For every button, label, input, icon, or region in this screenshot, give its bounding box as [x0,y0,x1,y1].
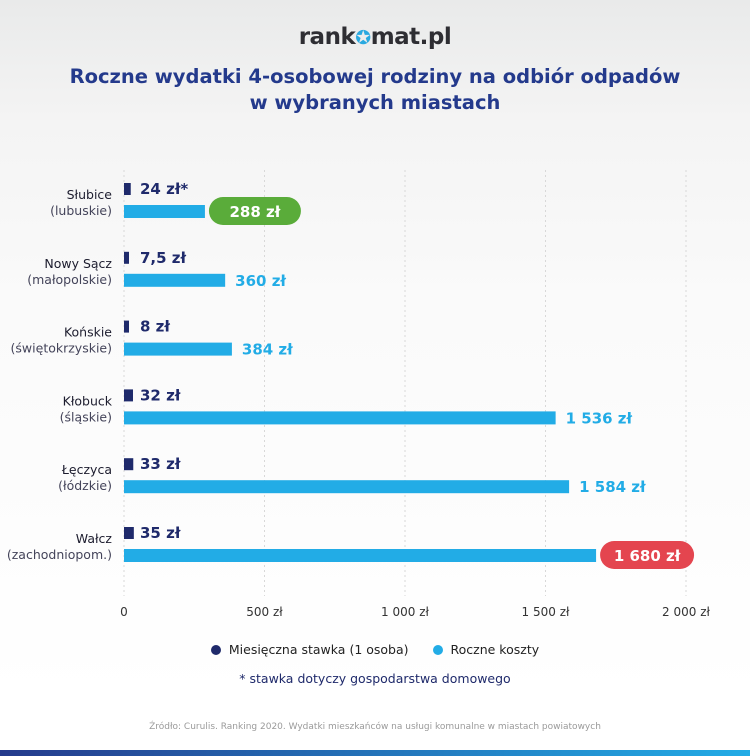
x-tick-label: 1 000 zł [381,605,429,619]
monthly-value-label: 35 zł [140,524,181,542]
legend-item-monthly: Miesięczna stawka (1 osoba) [210,642,409,657]
monthly-value-label: 24 zł* [140,180,188,198]
footnote: * stawka dotyczy gospodarstwa domowego [239,671,511,686]
legend-label-monthly: Miesięczna stawka (1 osoba) [228,642,409,657]
x-tick-label: 0 [120,605,128,619]
chart-title-line1: Roczne wydatki 4-osobowej rodziny na odb… [69,65,681,88]
category-name: Nowy Sącz [44,256,112,271]
legend-label-annual: Roczne koszty [450,642,540,657]
annual-bar [124,549,597,562]
monthly-value-label: 7,5 zł [140,249,187,267]
monthly-value-label: 32 zł [140,386,181,404]
monthly-bar [124,251,129,264]
chart-title-line2: w wybranych miastach [249,91,501,114]
monthly-bar [124,389,133,402]
category-region: (świętokrzyskie) [11,341,112,356]
bar-chart: 0 500 zł 1 000 zł 1 500 zł 2 000 zł Słubice(l… [7,170,711,619]
category-name: Końskie [64,325,112,340]
monthly-bar [124,458,134,471]
legend-swatch-annual [432,644,443,655]
annual-value-label: 1 584 zł [579,478,646,496]
annual-value-label: 360 zł [235,272,286,290]
legend-swatch-monthly [210,644,221,655]
category-name: Wałcz [76,531,113,546]
bottom-accent-bar [0,750,750,756]
annual-value-label: 288 zł [230,203,281,221]
star-icon: ✪ [355,27,371,49]
category-name: Kłobuck [63,393,113,408]
category-region: (zachodniopom.) [7,547,112,562]
annual-value-badge [600,541,695,569]
annual-bar [124,273,226,287]
annual-bar [124,480,570,494]
monthly-bar [124,527,134,539]
annual-value-badge [208,197,301,225]
category-name: Słubice [67,187,113,202]
monthly-bar [124,320,129,333]
annual-value-label: 384 zł [242,341,293,359]
chart-legend: Miesięczna stawka (1 osoba) Roczne koszt… [0,642,750,658]
annual-value-label: 1 536 zł [566,409,633,427]
annual-bar [124,205,205,218]
annual-bar [124,342,232,356]
annual-value-label: 1 680 zł [614,547,681,565]
rankomat-logo: rank✪mat.pl [298,24,452,50]
monthly-value-label: 33 zł [140,455,181,473]
category-region: (śląskie) [60,409,112,424]
x-tick-label: 2 000 zł [662,605,710,619]
category-name: Łęczyca [61,462,112,477]
x-tick-label: 1 500 zł [522,605,570,619]
annual-bar [124,411,556,425]
chart-title: Roczne wydatki 4-osobowej rodziny na odb… [0,64,750,116]
category-region: (małopolskie) [27,272,112,287]
legend-item-annual: Roczne koszty [432,642,540,657]
monthly-bar [124,183,131,195]
x-tick-label: 500 zł [246,605,283,619]
category-region: (łódzkie) [58,478,112,493]
source-note: Źródło: Curulis. Ranking 2020. Wydatki m… [149,722,601,732]
category-region: (lubuskie) [50,203,112,218]
monthly-value-label: 8 zł [140,318,170,336]
